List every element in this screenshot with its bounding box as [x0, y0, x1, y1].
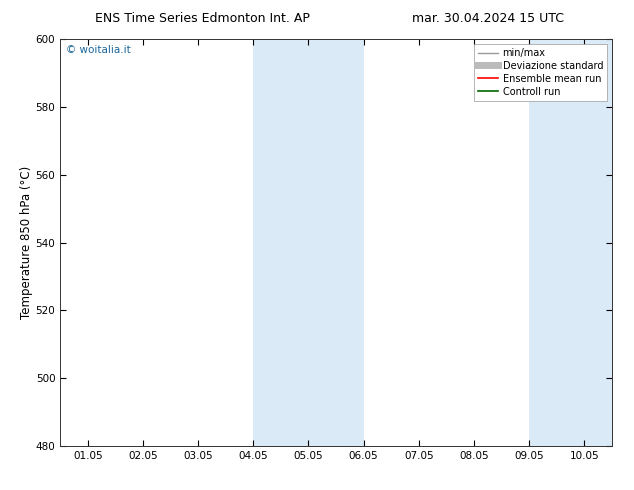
Text: mar. 30.04.2024 15 UTC: mar. 30.04.2024 15 UTC — [412, 12, 564, 25]
Text: © woitalia.it: © woitalia.it — [66, 45, 131, 55]
Bar — [529, 39, 612, 446]
Bar — [253, 39, 364, 446]
Y-axis label: Temperature 850 hPa (°C): Temperature 850 hPa (°C) — [20, 166, 33, 319]
Text: ENS Time Series Edmonton Int. AP: ENS Time Series Edmonton Int. AP — [96, 12, 310, 25]
Legend: min/max, Deviazione standard, Ensemble mean run, Controll run: min/max, Deviazione standard, Ensemble m… — [474, 44, 607, 100]
